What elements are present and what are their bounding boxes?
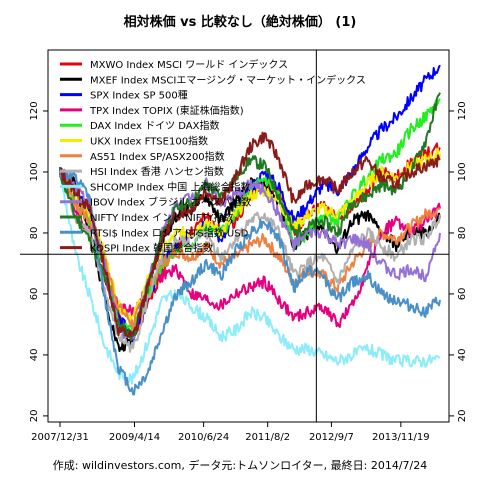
chart-title: 相対株価 vs 比較なし（絶対株価） (1)	[124, 14, 357, 30]
legend-label-rtsi: RTSI$ Index ロシア RTS指数 USD	[90, 226, 249, 239]
legend-label-dax: DAX Index ドイツ DAX指数	[90, 119, 220, 132]
x-tick-label: 2007/12/31	[31, 432, 89, 443]
y-tick-label-right: 80	[457, 227, 468, 240]
series-line-nifty	[59, 92, 441, 342]
axis-layer: 20 20 40 40 60 60 80 80 100 100 120 120 2007/12/31 20…	[29, 101, 468, 443]
legend-label-ibov: IBOV Index ブラジル ボベスパ指数	[90, 196, 251, 209]
legend-label-nifty: NIFTY Index インド NIFTY指数	[90, 211, 234, 224]
legend-label-mxwo: MXWO Index MSCI ワールド インデックス	[90, 58, 288, 71]
chart-caption: 作成: wildinvestors.com, データ元:トムソンロイター, 最終…	[53, 458, 427, 472]
legend-label-tpx: TPX Index TOPIX (東証株価指数)	[89, 104, 244, 117]
series-line-hsi	[59, 169, 441, 353]
y-tick-label-right: 40	[457, 349, 468, 362]
legend-label-hsi: HSI Index 香港 ハンセン指数	[90, 165, 224, 178]
y-tick-label-right: 100	[457, 162, 468, 181]
y-tick-label-left: 100	[29, 162, 40, 181]
series-line-shcomp	[59, 174, 441, 385]
legend-label-spx: SPX Index SP 500種	[90, 89, 188, 102]
legend: MXWO Index MSCI ワールド インデックス MXEF Index MS…	[60, 58, 366, 255]
x-tick-label: 2012/9/7	[309, 432, 354, 443]
y-tick-label-left: 60	[29, 288, 40, 301]
legend-label-shcomp: SHCOMP Index 中国 上海総合指数	[90, 180, 250, 193]
y-tick-label-left: 120	[29, 101, 40, 120]
y-tick-label-right: 60	[457, 288, 468, 301]
series-line-rtsi	[59, 168, 441, 396]
y-tick-label-right: 120	[457, 101, 468, 120]
y-tick-label-left: 80	[29, 227, 40, 240]
y-tick-label-left: 20	[29, 410, 40, 423]
x-tick-label: 2011/8/2	[245, 432, 290, 443]
x-tick-label: 2009/4/14	[109, 432, 160, 443]
x-tick-label: 2010/6/24	[178, 432, 229, 443]
legend-label-ukx: UKX Index FTSE100指数	[90, 135, 208, 148]
series-line-ukx	[59, 147, 441, 324]
plot-frame	[47, 49, 450, 423]
y-tick-label-left: 40	[29, 349, 40, 362]
series-layer	[59, 64, 441, 396]
legend-label-kospi: KOSPI Index 韓国総合指数	[90, 242, 213, 255]
x-tick-label: 2013/11/19	[372, 432, 430, 443]
legend-label-as51: AS51 Index SP/ASX200指数	[90, 150, 225, 163]
crosshair-layer	[20, 50, 449, 422]
y-tick-label-right: 20	[457, 410, 468, 423]
legend-label-mxef: MXEF Index MSCIエマージング・マーケット・インデックス	[90, 73, 366, 86]
series-line-ibov	[59, 168, 441, 340]
series-line-kospi	[59, 131, 441, 338]
